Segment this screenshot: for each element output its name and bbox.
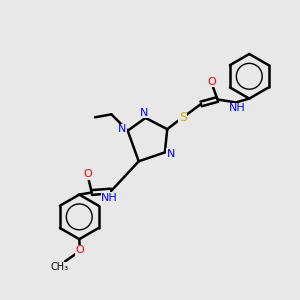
Text: NH: NH (229, 103, 246, 113)
Text: S: S (179, 111, 187, 124)
Text: O: O (207, 76, 216, 87)
Text: N: N (140, 108, 148, 118)
Text: N: N (118, 124, 127, 134)
Text: CH₃: CH₃ (51, 262, 69, 272)
Text: O: O (84, 169, 93, 179)
Text: O: O (76, 245, 84, 256)
Text: N: N (167, 149, 175, 159)
Text: NH: NH (101, 193, 118, 202)
